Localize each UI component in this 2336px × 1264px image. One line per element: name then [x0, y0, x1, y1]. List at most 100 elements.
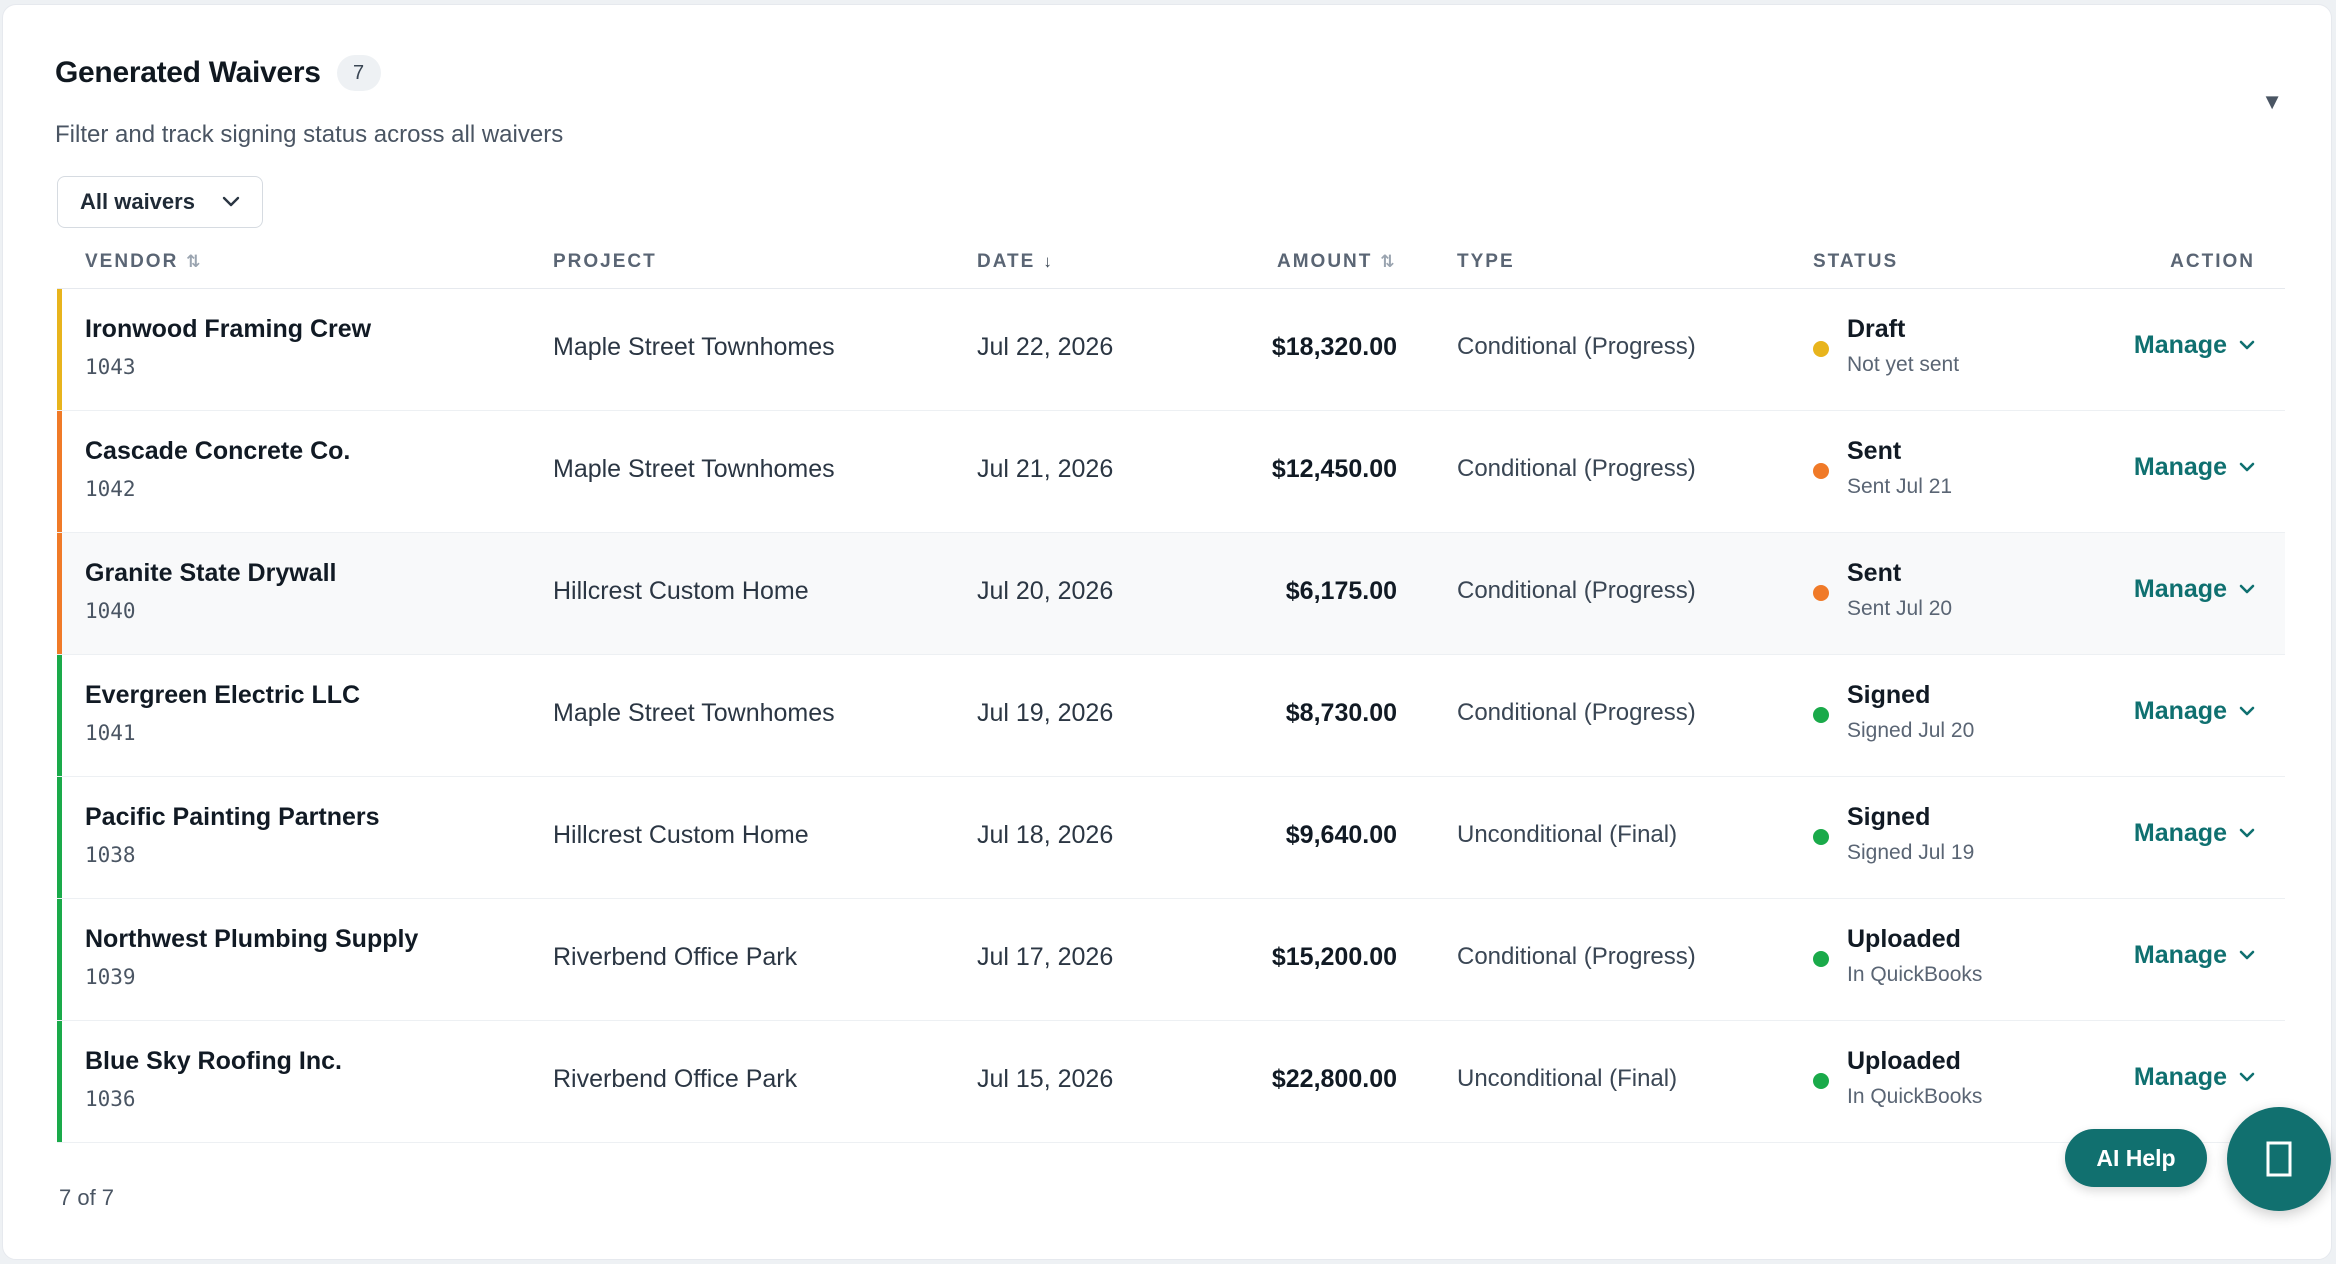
waiver-number: 1041: [85, 721, 136, 745]
status-detail: Signed Jul 20: [1847, 719, 1975, 742]
status-stripe: [57, 655, 62, 776]
chat-icon: [2266, 1141, 2292, 1177]
card-header: Generated Waivers 7 Filter and track sig…: [55, 55, 563, 149]
table-header: VENDOR ⇅ PROJECT DATE ↓ AMOUNT ⇅ TYPE ST…: [57, 237, 2285, 289]
waiver-number: 1036: [85, 1087, 136, 1111]
manage-label: Manage: [2133, 1063, 2227, 1091]
waiver-date: Jul 22, 2026: [977, 333, 1114, 361]
status-stripe: [57, 1021, 62, 1142]
manage-label: Manage: [2133, 697, 2227, 725]
waiver-filter-select[interactable]: All waivers: [57, 176, 263, 228]
vendor-name: Northwest Plumbing Supply: [85, 925, 419, 953]
vendor-name: Evergreen Electric LLC: [85, 681, 361, 709]
status-dot-icon: [1813, 585, 1829, 601]
table-row: Northwest Plumbing Supply 1039 Riverbend…: [57, 899, 2285, 1021]
waiver-date: Jul 21, 2026: [977, 455, 1114, 483]
manage-button[interactable]: Manage: [2134, 453, 2255, 482]
waiver-amount: $12,450.00: [1271, 455, 1397, 483]
status-dot-icon: [1813, 1073, 1829, 1089]
column-label: PROJECT: [553, 251, 657, 272]
column-label: TYPE: [1457, 251, 1515, 272]
waiver-type: Unconditional (Final): [1457, 1065, 1678, 1092]
table-row: Granite State Drywall 1040 Hillcrest Cus…: [57, 533, 2285, 655]
manage-button[interactable]: Manage: [2134, 575, 2255, 604]
chevron-down-icon: [2239, 706, 2255, 716]
column-label: DATE: [977, 251, 1036, 272]
status-label: Uploaded: [1847, 1047, 1961, 1075]
status-stripe: [57, 289, 62, 410]
status-detail: Not yet sent: [1847, 353, 1960, 376]
chevron-down-icon: [2239, 462, 2255, 472]
column-label: VENDOR: [85, 251, 179, 272]
column-header-amount[interactable]: AMOUNT ⇅: [1277, 251, 1395, 273]
manage-label: Manage: [2133, 575, 2227, 603]
waiver-number: 1043: [85, 355, 136, 379]
status-detail: In QuickBooks: [1847, 963, 1983, 986]
table-row: Ironwood Framing Crew 1043 Maple Street …: [57, 289, 2285, 411]
page-subtitle: Filter and track signing status across a…: [55, 121, 564, 148]
chevron-down-icon: [2239, 950, 2255, 960]
chevron-down-icon: [2239, 584, 2255, 594]
waiver-amount: $15,200.00: [1271, 943, 1397, 971]
manage-button[interactable]: Manage: [2134, 941, 2255, 970]
waiver-type: Unconditional (Final): [1457, 821, 1678, 848]
column-header-date[interactable]: DATE ↓: [977, 251, 1052, 273]
manage-button[interactable]: Manage: [2134, 331, 2255, 360]
chevron-down-icon: [2239, 828, 2255, 838]
status-label: Signed: [1847, 681, 1931, 709]
waiver-amount: $6,175.00: [1285, 577, 1397, 605]
table-row: Blue Sky Roofing Inc. 1036 Riverbend Off…: [57, 1021, 2285, 1143]
manage-button[interactable]: Manage: [2134, 1063, 2255, 1092]
manage-label: Manage: [2133, 331, 2227, 359]
page-title: Generated Waivers: [55, 56, 321, 89]
triangle-down-icon: ▼: [2261, 89, 2283, 114]
status-dot-icon: [1813, 829, 1829, 845]
sort-icon: ⇅: [186, 252, 201, 271]
project-name: Maple Street Townhomes: [553, 455, 835, 483]
waiver-number: 1042: [85, 477, 136, 501]
table-body: Ironwood Framing Crew 1043 Maple Street …: [57, 289, 2285, 1143]
status-detail: Sent Jul 20: [1847, 597, 1953, 620]
title-row: Generated Waivers 7: [55, 55, 563, 91]
column-label: STATUS: [1813, 251, 1899, 272]
collapse-toggle-button[interactable]: ▼: [2261, 89, 2283, 115]
waiver-number: 1039: [85, 965, 136, 989]
ai-help-button[interactable]: AI Help: [2065, 1129, 2207, 1187]
waiver-date: Jul 17, 2026: [977, 943, 1114, 971]
status-dot-icon: [1813, 951, 1829, 967]
status-label: Draft: [1847, 315, 1906, 343]
status-stripe: [57, 533, 62, 654]
waiver-amount: $18,320.00: [1271, 333, 1397, 361]
waiver-amount: $8,730.00: [1285, 699, 1397, 727]
waiver-date: Jul 15, 2026: [977, 1065, 1114, 1093]
table-row: Cascade Concrete Co. 1042 Maple Street T…: [57, 411, 2285, 533]
column-header-project: PROJECT: [553, 251, 657, 273]
column-header-status: STATUS: [1813, 251, 1898, 273]
project-name: Hillcrest Custom Home: [553, 577, 809, 605]
status-stripe: [57, 899, 62, 1020]
vendor-name: Ironwood Framing Crew: [85, 315, 372, 343]
vendor-name: Blue Sky Roofing Inc.: [85, 1047, 342, 1075]
chat-button[interactable]: [2227, 1107, 2331, 1211]
status-stripe: [57, 777, 62, 898]
waiver-date: Jul 19, 2026: [977, 699, 1114, 727]
status-label: Uploaded: [1847, 925, 1961, 953]
sort-descending-icon: ↓: [1043, 252, 1052, 271]
waivers-card: Generated Waivers 7 Filter and track sig…: [2, 4, 2332, 1260]
status-dot-icon: [1813, 707, 1829, 723]
column-header-vendor[interactable]: VENDOR ⇅: [85, 251, 201, 273]
project-name: Hillcrest Custom Home: [553, 821, 809, 849]
column-header-type: TYPE: [1457, 251, 1515, 273]
manage-label: Manage: [2133, 453, 2227, 481]
manage-button[interactable]: Manage: [2134, 819, 2255, 848]
waiver-type: Conditional (Progress): [1457, 577, 1696, 604]
status-label: Sent: [1847, 559, 1902, 587]
waivers-table: VENDOR ⇅ PROJECT DATE ↓ AMOUNT ⇅ TYPE ST…: [57, 237, 2285, 1143]
status-stripe: [57, 411, 62, 532]
filter-select-value: All waivers: [80, 189, 195, 214]
waiver-type: Conditional (Progress): [1457, 699, 1696, 726]
project-name: Riverbend Office Park: [553, 1065, 798, 1093]
sort-icon: ⇅: [1380, 252, 1395, 271]
manage-button[interactable]: Manage: [2134, 697, 2255, 726]
status-detail: Signed Jul 19: [1847, 841, 1975, 864]
